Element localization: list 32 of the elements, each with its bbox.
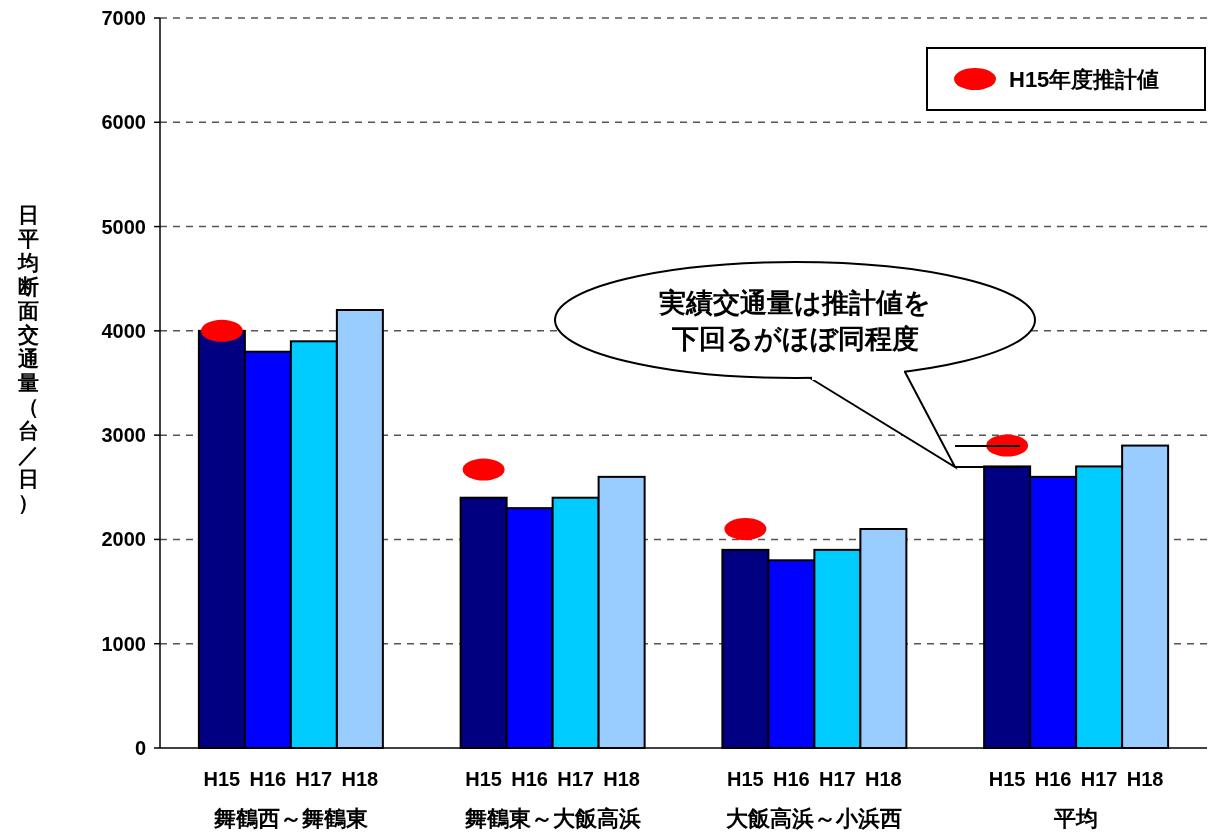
y-tick-label: 2000	[101, 528, 146, 551]
y-tick-label: 7000	[101, 7, 146, 29]
y-tick-label: 5000	[101, 215, 146, 238]
series-label: H16	[249, 768, 287, 790]
y-tick-label: 6000	[101, 111, 146, 134]
legend-label: H15年度推計値	[1009, 67, 1160, 92]
text: H17	[1080, 768, 1118, 790]
text: H16	[511, 768, 548, 790]
series-label: H18	[341, 768, 379, 790]
text: H15	[465, 768, 502, 790]
x-tick-label: 舞鶴東～大飯高浜	[463, 806, 641, 831]
series-label: H17	[295, 768, 333, 790]
y-tick-label: 1000	[101, 632, 146, 655]
text: H17	[819, 768, 856, 790]
text: H16	[1034, 768, 1072, 790]
series-label: H15	[203, 768, 241, 790]
text: H18	[1126, 768, 1164, 790]
legend: H15年度推計値	[926, 47, 1206, 111]
x-tick-label: 平均	[1053, 806, 1099, 831]
y-tick-label: 3000	[101, 424, 146, 447]
annotation: 実績交通量は推計値を下回るがほぼ同程度	[658, 288, 931, 354]
y-tick-label: 4000	[101, 319, 146, 342]
y-tick-label: 0	[134, 737, 146, 759]
text: H17	[557, 768, 594, 790]
x-tick-label: 舞鶴西～舞鶴東	[212, 806, 368, 831]
text: H15	[988, 768, 1026, 790]
x-tick-label: 大飯高浜～小浜西	[726, 806, 903, 831]
text: H18	[865, 768, 902, 790]
text: H18	[603, 768, 640, 790]
y-axis-title: 日平均断面交通量（台／日）	[17, 203, 39, 514]
text: H16	[773, 768, 810, 790]
text: H15	[727, 768, 764, 790]
